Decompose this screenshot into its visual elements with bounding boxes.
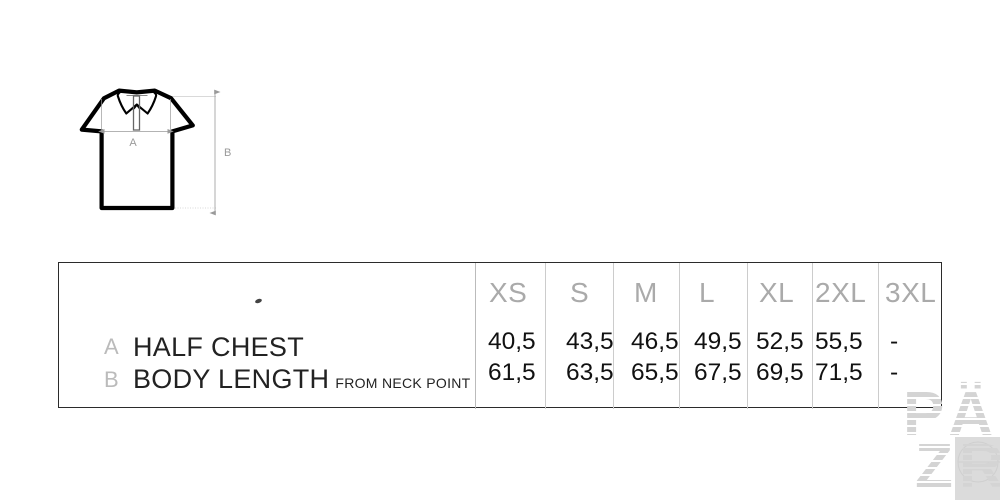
svg-text:ZR: ZR xyxy=(915,432,1000,500)
